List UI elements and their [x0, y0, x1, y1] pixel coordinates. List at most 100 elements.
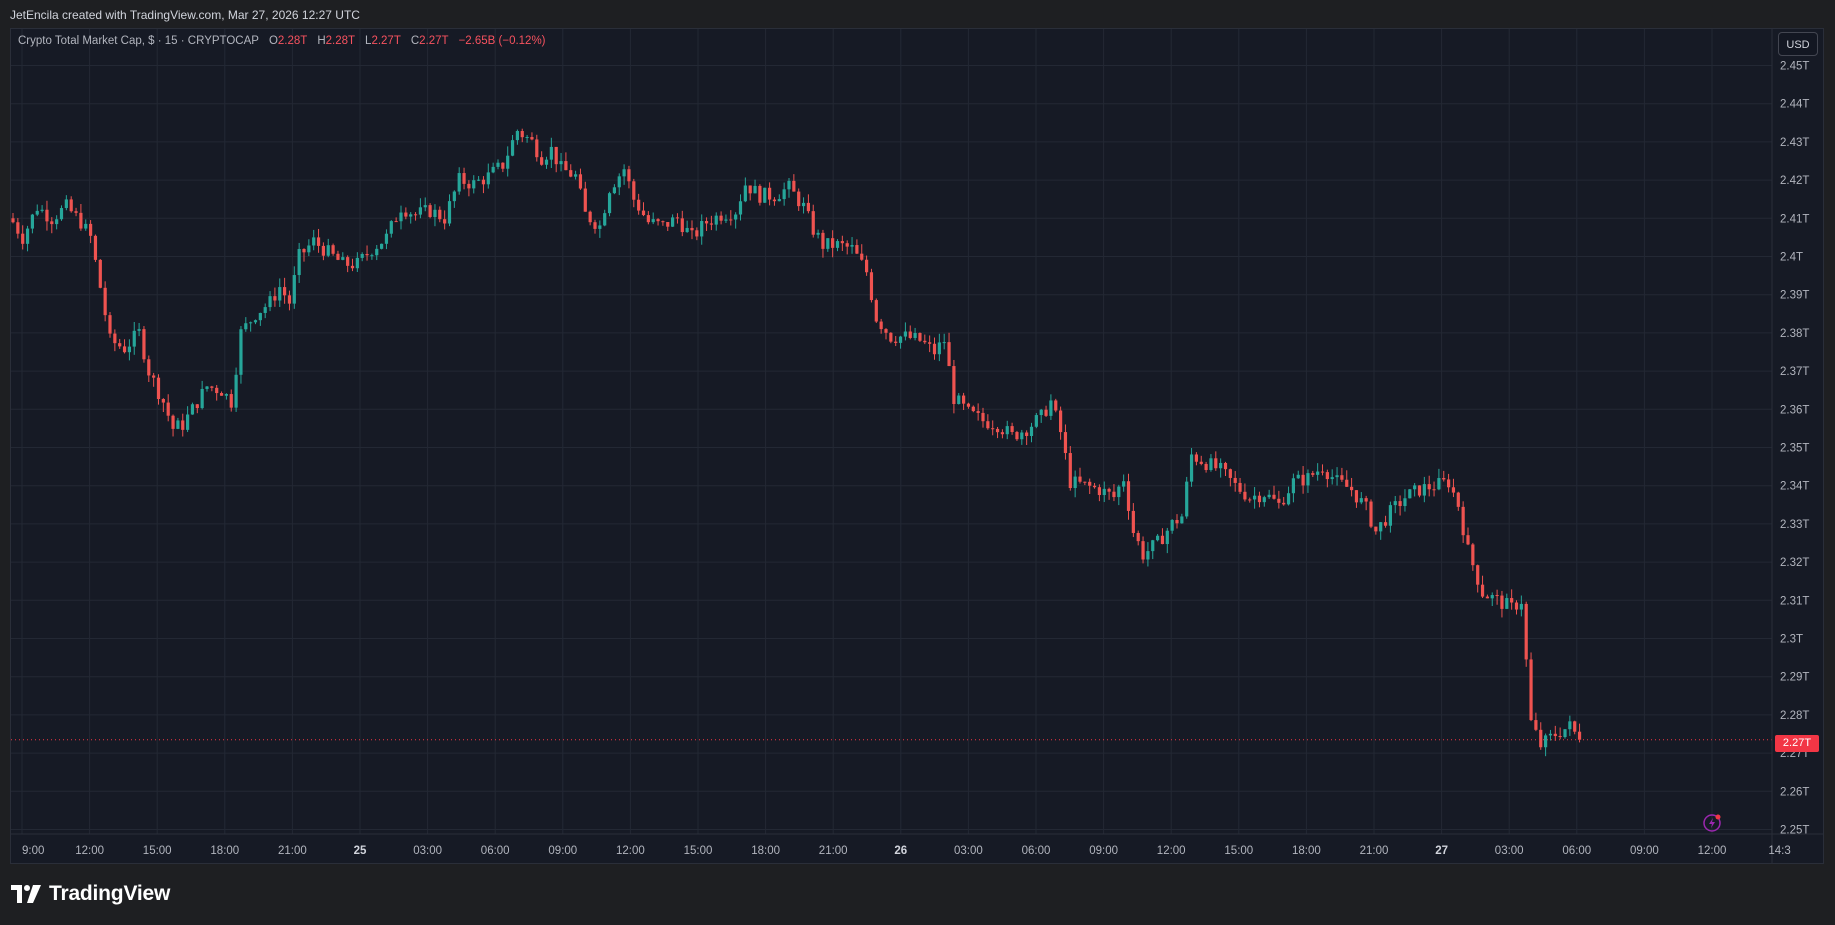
candle-body: [127, 346, 131, 353]
candle-body: [234, 374, 238, 408]
candle-body: [603, 213, 607, 226]
time-tick-label: 09:00: [1089, 845, 1118, 857]
candle-body: [25, 228, 30, 244]
candle-body: [1330, 477, 1334, 480]
candle-body: [806, 202, 810, 212]
symbol-legend[interactable]: Crypto Total Market Cap, $ · 15 · CRYPTO…: [18, 35, 546, 47]
candle-body: [976, 411, 980, 413]
candle-body: [554, 146, 558, 165]
candle-body: [1068, 453, 1072, 489]
candle-body: [166, 402, 170, 416]
time-tick-label: 15:00: [684, 845, 713, 857]
candle-body: [1209, 458, 1213, 471]
candle-body: [1136, 533, 1140, 542]
candle-body: [1005, 426, 1009, 435]
candle-body: [510, 140, 515, 156]
candle-body: [646, 215, 650, 223]
candle-body: [215, 387, 219, 394]
tradingview-brand[interactable]: TradingView: [11, 882, 170, 906]
last-price-label: 2.27T: [1775, 735, 1819, 752]
candle-body: [30, 214, 34, 229]
candle-body: [1194, 454, 1198, 462]
candle-body: [928, 342, 932, 344]
candle-body: [1553, 733, 1557, 737]
candle-body: [1228, 469, 1232, 478]
price-axis: 2.45T 2.44T 2.43T 2.42T 2.41T 2.4T 2.39T 2.38T 2…: [1771, 29, 1809, 864]
lightning-alert-icon[interactable]: [1702, 813, 1722, 833]
candle-body: [113, 333, 117, 344]
candle-body: [627, 169, 631, 182]
candle-body: [355, 257, 359, 269]
candle-body: [729, 219, 733, 221]
price-tick-label: 2.44T: [1780, 99, 1809, 111]
candle-body: [651, 219, 655, 223]
candle-body: [835, 241, 840, 248]
candle-body: [1563, 729, 1567, 738]
candle-body: [656, 219, 660, 222]
currency-button[interactable]: USD: [1778, 32, 1818, 56]
candle-body: [399, 212, 403, 222]
time-tick-label: 06:00: [1562, 845, 1591, 857]
candle-body: [923, 340, 927, 343]
price-tick-label: 2.31T: [1780, 595, 1809, 607]
candle-body: [991, 428, 995, 430]
candle-body: [583, 188, 587, 212]
time-tick-label: 12:00: [616, 845, 645, 857]
candle-body: [210, 386, 214, 388]
candle-body: [1025, 432, 1029, 436]
candle-body: [865, 259, 869, 273]
candle-body: [404, 212, 408, 217]
candle-body: [438, 209, 442, 220]
chart-frame[interactable]: [10, 28, 1824, 864]
candle-body: [1126, 481, 1131, 511]
candle-body: [1151, 540, 1155, 552]
candle-body: [481, 179, 486, 185]
candle-body: [1393, 501, 1397, 506]
candle-body: [540, 157, 544, 165]
candle-body: [1403, 498, 1407, 507]
candle-body: [1029, 426, 1034, 436]
time-tick-label: 12:00: [75, 845, 104, 857]
candle-body: [93, 235, 98, 260]
candle-body: [258, 312, 262, 321]
candle-body: [297, 249, 301, 276]
candle-body: [898, 336, 903, 343]
candle-body: [1282, 502, 1286, 505]
legend-close-value: 2.27T: [419, 35, 449, 47]
candle-body: [811, 211, 815, 235]
candle-body: [1112, 491, 1116, 498]
candle-body: [1379, 522, 1383, 532]
candle-body: [1253, 495, 1257, 500]
candle-body: [704, 221, 709, 224]
price-tick-label: 2.32T: [1780, 557, 1809, 569]
candle-body: [273, 296, 277, 301]
candle-body: [394, 221, 398, 223]
candle-body: [249, 322, 253, 324]
candle-body: [903, 331, 907, 337]
candle-body: [1248, 499, 1252, 501]
candle-body: [1015, 432, 1019, 440]
candle-body: [370, 255, 374, 257]
candle-body: [1325, 472, 1329, 480]
legend-open-value: 2.28T: [277, 35, 308, 47]
time-tick-label: 06:00: [481, 845, 510, 857]
candle-body: [763, 187, 767, 203]
candle-body: [137, 329, 141, 331]
candle-body: [831, 238, 835, 248]
candle-body: [1185, 481, 1189, 517]
candle-body: [1214, 458, 1218, 469]
candle-body: [219, 393, 224, 396]
candle-body: [176, 420, 180, 429]
candlestick-chart[interactable]: 2.45T 2.44T 2.43T 2.42T 2.41T 2.4T 2.39T 2.38T 2…: [0, 0, 1835, 864]
candle-body: [287, 295, 292, 304]
candle-body: [850, 245, 854, 247]
candle-body: [1170, 519, 1174, 531]
candle-body: [1510, 598, 1514, 603]
candle-body: [758, 185, 762, 203]
time-tick-label: 18:00: [751, 845, 780, 857]
price-tick-label: 2.35T: [1780, 443, 1809, 455]
candle-body: [525, 137, 529, 139]
candle-body: [336, 253, 340, 260]
candle-body: [622, 169, 626, 177]
candle-body: [21, 233, 25, 244]
